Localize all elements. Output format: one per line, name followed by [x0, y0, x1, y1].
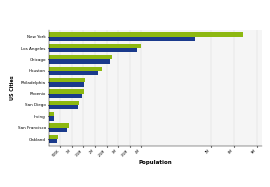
Bar — [49, 89, 84, 94]
Bar — [49, 135, 58, 139]
Bar — [49, 105, 78, 109]
Bar — [49, 112, 54, 116]
Bar — [49, 82, 84, 87]
Bar — [49, 32, 243, 37]
Bar — [49, 44, 141, 48]
Bar — [49, 37, 195, 41]
Bar — [49, 59, 110, 64]
Bar — [49, 128, 67, 132]
X-axis label: Population: Population — [139, 160, 172, 165]
Bar — [49, 78, 85, 82]
Bar — [49, 116, 53, 121]
Bar — [49, 139, 58, 143]
Bar — [49, 48, 137, 52]
Bar — [49, 101, 79, 105]
Bar — [49, 67, 102, 71]
Y-axis label: US Cities: US Cities — [10, 76, 15, 100]
Bar — [49, 55, 112, 59]
Bar — [49, 94, 82, 98]
Bar — [49, 71, 99, 75]
Bar — [49, 123, 69, 128]
